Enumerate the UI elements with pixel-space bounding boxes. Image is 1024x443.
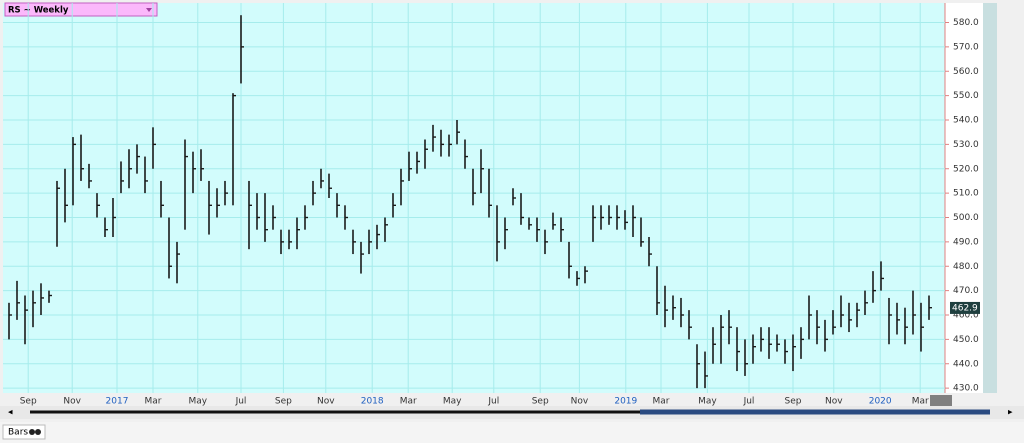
y-tick-label: 470.0 bbox=[953, 286, 979, 296]
y-tick-label: 580.0 bbox=[953, 18, 979, 28]
x-tick-label: Mar bbox=[145, 397, 162, 407]
y-tick-label: 490.0 bbox=[953, 237, 979, 247]
x-tick-label: 2020 bbox=[869, 397, 892, 407]
last-price-box bbox=[950, 301, 980, 314]
y-tick-label: 430.0 bbox=[953, 384, 979, 394]
y-tick-label: 460.0 bbox=[953, 311, 979, 321]
x-tick-label: Jul bbox=[743, 397, 755, 407]
x-tick-label: May bbox=[443, 397, 462, 407]
y-tick-label: 520.0 bbox=[953, 164, 979, 174]
x-tick-label: Sep bbox=[532, 397, 549, 407]
y-tick-label: 500.0 bbox=[953, 213, 979, 223]
tab-icon bbox=[29, 429, 35, 435]
x-tick-label: Sep bbox=[785, 397, 802, 407]
x-tick-label: Sep bbox=[20, 397, 37, 407]
chart-title: RS ~ Weekly bbox=[8, 6, 69, 16]
axis-bg bbox=[945, 3, 983, 393]
x-tick-label: May bbox=[698, 397, 717, 407]
y-tick-label: 450.0 bbox=[953, 335, 979, 345]
x-tick-label: Jul bbox=[235, 397, 247, 407]
y-tick-label: 440.0 bbox=[953, 359, 979, 369]
x-tick-label: Mar bbox=[400, 397, 417, 407]
tab[interactable] bbox=[2, 424, 46, 440]
x-tick-label: 2019 bbox=[614, 397, 637, 407]
x-tick-label: Nov bbox=[571, 397, 589, 407]
tab-icon bbox=[35, 429, 41, 435]
x-tick-label: Mar bbox=[912, 397, 929, 407]
dropdown-arrow bbox=[146, 8, 152, 12]
x-tick-label: Nov bbox=[825, 397, 843, 407]
y-tick-label: 550.0 bbox=[953, 91, 979, 101]
y-tick-label: 540.0 bbox=[953, 116, 979, 126]
y-tick-label: 570.0 bbox=[953, 42, 979, 52]
symbol-selector[interactable] bbox=[4, 2, 158, 17]
x-tick-label: Mar bbox=[653, 397, 670, 407]
y-tick-label: 560.0 bbox=[953, 67, 979, 77]
x-tick-label: 2018 bbox=[361, 397, 384, 407]
bottom-bar bbox=[0, 422, 1024, 443]
y-tick-label: 480.0 bbox=[953, 262, 979, 272]
side-strip bbox=[983, 3, 997, 393]
plot-bg bbox=[3, 3, 945, 393]
x-tick-label: May bbox=[188, 397, 207, 407]
corner-box bbox=[930, 395, 952, 406]
y-tick-label: 510.0 bbox=[953, 189, 979, 199]
scroll-right[interactable]: ▸ bbox=[1008, 408, 1013, 418]
last-price-label: 462.9 bbox=[952, 303, 978, 313]
x-tick-label: Sep bbox=[275, 397, 292, 407]
x-tick-label: Nov bbox=[317, 397, 335, 407]
y-tick-label: 530.0 bbox=[953, 140, 979, 150]
x-tick-label: Jul bbox=[487, 397, 499, 407]
tab-label[interactable]: Bars bbox=[8, 428, 28, 438]
x-tick-label: Nov bbox=[63, 397, 81, 407]
scroll-left[interactable]: ◂ bbox=[8, 408, 13, 418]
x-tick-label: 2017 bbox=[106, 397, 129, 407]
